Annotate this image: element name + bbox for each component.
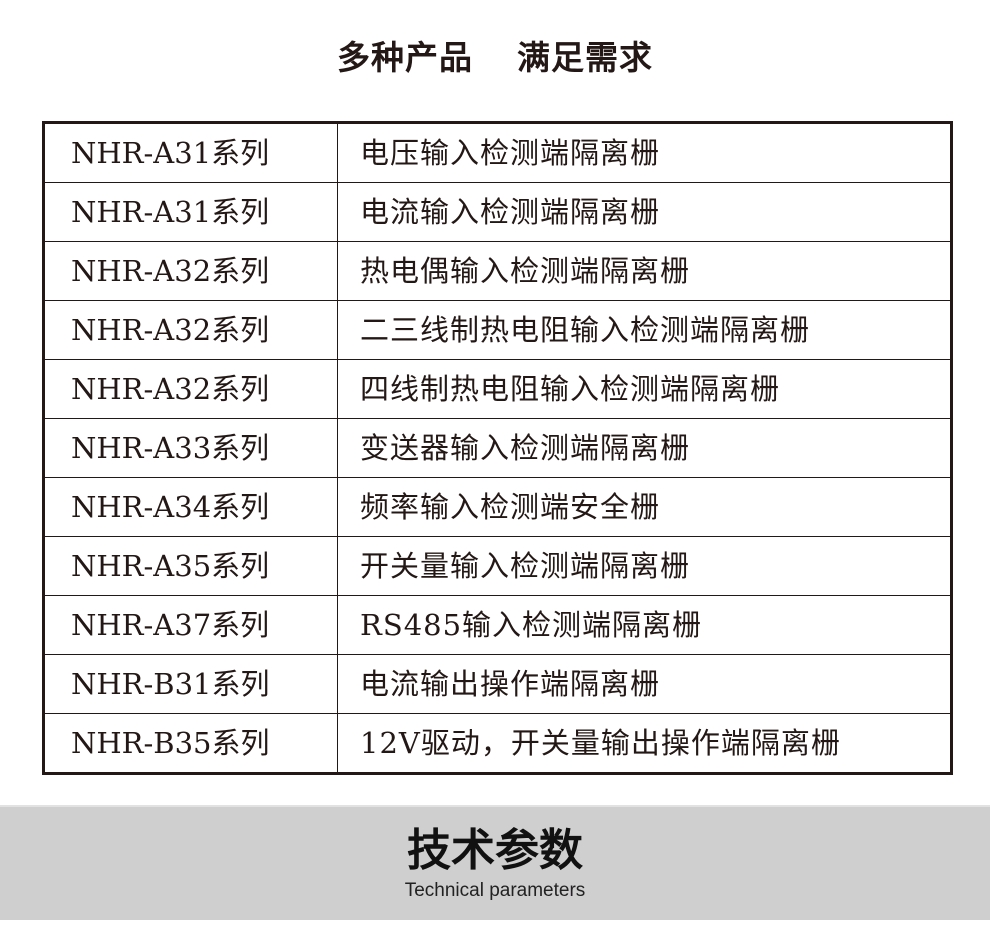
description-cell: 电压输入检测端隔离栅 — [337, 122, 952, 183]
table-row: NHR-A35系列 开关量输入检测端隔离栅 — [43, 536, 952, 596]
description-cell: 频率输入检测端安全栅 — [337, 477, 952, 537]
table-row: NHR-A37系列 RS485输入检测端隔离栅 — [43, 595, 952, 655]
table-row: NHR-B31系列 电流输出操作端隔离栅 — [43, 654, 952, 714]
description-cell: RS485输入检测端隔离栅 — [337, 595, 952, 655]
model-cell: NHR-B31系列 — [43, 654, 338, 714]
section-banner: 技术参数 Technical parameters — [0, 805, 990, 920]
description-cell: 12V驱动，开关量输出操作端隔离栅 — [337, 713, 952, 774]
description-cell: 电流输出操作端隔离栅 — [337, 654, 952, 714]
table-row: NHR-A31系列 电压输入检测端隔离栅 — [43, 122, 952, 183]
model-cell: NHR-A31系列 — [43, 122, 338, 183]
table-row: NHR-A32系列 二三线制热电阻输入检测端隔离栅 — [43, 300, 952, 360]
table-row: NHR-A32系列 热电偶输入检测端隔离栅 — [43, 241, 952, 301]
model-cell: NHR-A32系列 — [43, 359, 338, 419]
table-row: NHR-A33系列 变送器输入检测端隔离栅 — [43, 418, 952, 478]
description-cell: 变送器输入检测端隔离栅 — [337, 418, 952, 478]
table-row: NHR-A31系列 电流输入检测端隔离栅 — [43, 182, 952, 242]
title-left: 多种产品 — [337, 38, 473, 77]
description-cell: 开关量输入检测端隔离栅 — [337, 536, 952, 596]
table-row: NHR-B35系列 12V驱动，开关量输出操作端隔离栅 — [43, 713, 952, 774]
page-title: 多种产品 满足需求 — [0, 36, 990, 80]
model-cell: NHR-A32系列 — [43, 241, 338, 301]
section-subtitle: Technical parameters — [404, 879, 586, 901]
model-cell: NHR-A31系列 — [43, 182, 338, 242]
description-cell: 二三线制热电阻输入检测端隔离栅 — [337, 300, 952, 360]
description-cell: 电流输入检测端隔离栅 — [337, 182, 952, 242]
title-right: 满足需求 — [517, 38, 653, 77]
description-cell: 四线制热电阻输入检测端隔离栅 — [337, 359, 952, 419]
model-cell: NHR-A34系列 — [43, 477, 338, 537]
model-cell: NHR-A35系列 — [43, 536, 338, 596]
table-row: NHR-A34系列 频率输入检测端安全栅 — [43, 477, 952, 537]
model-cell: NHR-A33系列 — [43, 418, 338, 478]
model-cell: NHR-B35系列 — [43, 713, 338, 774]
product-table: NHR-A31系列 电压输入检测端隔离栅 NHR-A31系列 电流输入检测端隔离栅 NH… — [42, 121, 953, 775]
section-title: 技术参数 — [407, 824, 583, 876]
table-row: NHR-A32系列 四线制热电阻输入检测端隔离栅 — [43, 359, 952, 419]
description-cell: 热电偶输入检测端隔离栅 — [337, 241, 952, 301]
model-cell: NHR-A32系列 — [43, 300, 338, 360]
model-cell: NHR-A37系列 — [43, 595, 338, 655]
